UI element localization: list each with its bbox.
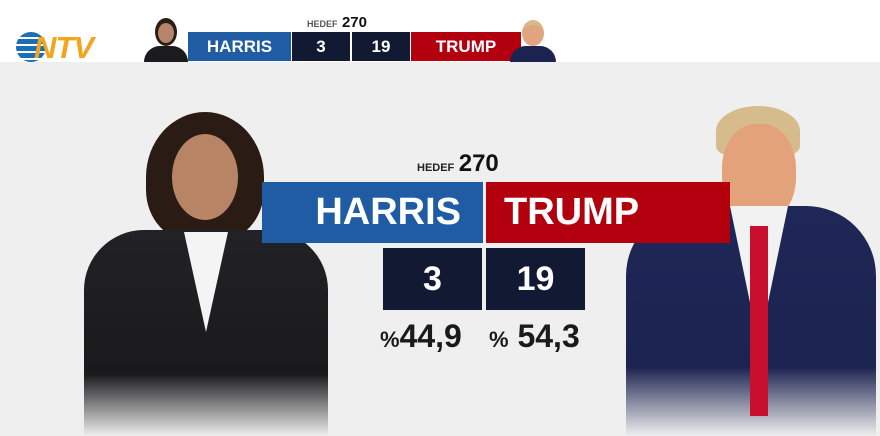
- top-ticker: NTV HEDEF 270 HARRIS 3 19 TRUMP: [0, 0, 880, 65]
- trump-percent: % 54,3: [489, 318, 580, 354]
- harris-portrait: [84, 112, 328, 436]
- ticker-target: HEDEF 270: [307, 14, 367, 31]
- ticker-harris-votes: 3: [292, 32, 350, 61]
- trump-portrait: [626, 106, 876, 436]
- harris-name-bar: HARRIS: [262, 182, 483, 243]
- trump-name-bar: TRUMP: [486, 182, 730, 243]
- trump-electoral-votes: 19: [486, 248, 585, 310]
- ticker-harris-name: HARRIS: [188, 32, 291, 61]
- globe-icon: [16, 32, 46, 62]
- ticker-trump-name: TRUMP: [411, 32, 521, 61]
- ticker-trump-votes: 19: [352, 32, 410, 61]
- trump-thumbnail: [508, 18, 558, 62]
- harris-percent: %44,9: [380, 318, 462, 354]
- target-label: HEDEF 270: [417, 150, 499, 177]
- ntv-logo: NTV: [16, 30, 106, 65]
- harris-electoral-votes: 3: [383, 248, 482, 310]
- harris-thumbnail: [142, 18, 190, 62]
